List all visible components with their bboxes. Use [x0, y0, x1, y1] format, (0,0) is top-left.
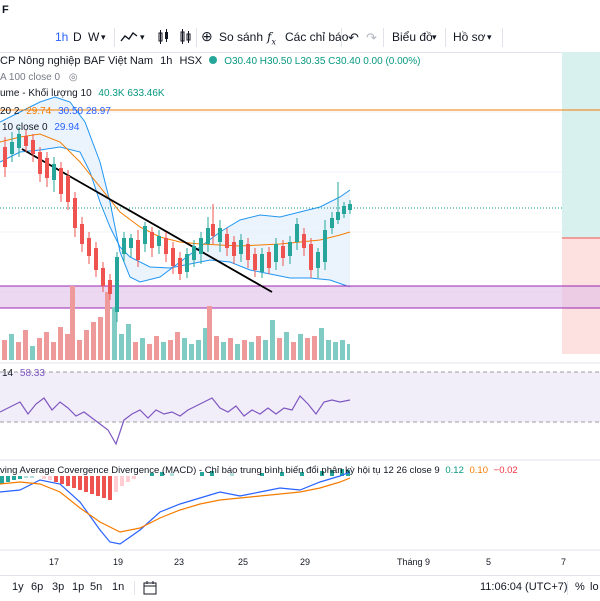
xaxis-label: 23 [174, 557, 184, 567]
ma-line [0, 133, 351, 247]
macd-hist-value: −0.02 [493, 465, 518, 476]
rsi-label: 14 [2, 368, 14, 379]
macd-label: ving Average Covergence Divergence (MACD… [0, 465, 440, 476]
log-toggle[interactable]: lo [590, 581, 599, 593]
redo-icon[interactable]: ↷ [366, 30, 377, 45]
bollinger-upper [0, 96, 351, 283]
bb-upper: 30.50 [58, 106, 84, 117]
xaxis-label: 17 [49, 557, 59, 567]
indicators-button[interactable]: Các chỉ báo [285, 30, 349, 44]
percent-toggle[interactable]: % [575, 581, 585, 593]
rsi-legend[interactable]: 14 58.33 [2, 368, 45, 379]
undo-icon[interactable]: ↶ [348, 30, 359, 45]
bb-basis: 29.74 [26, 106, 52, 117]
macd-value: 0.12 [445, 465, 464, 476]
interval-w-button[interactable]: W [88, 30, 100, 44]
ma10-label: 10 close 0 [2, 122, 48, 133]
fx-icon[interactable]: fx [267, 30, 276, 47]
range-button[interactable]: 1n [112, 581, 125, 593]
candles-icon[interactable] [180, 29, 192, 46]
top-strip-title: F [2, 4, 9, 16]
calendar-icon[interactable] [143, 581, 157, 595]
bollinger-fill [0, 97, 350, 287]
chevron-down-icon[interactable]: ▾ [487, 32, 492, 42]
xaxis-label: Tháng 9 [397, 557, 430, 567]
range-button[interactable]: 1y [12, 581, 24, 593]
xaxis-label: 25 [238, 557, 248, 567]
symbol-name: CP Nông nghiệp BAF Việt Nam [0, 55, 154, 67]
macd-histogram [0, 469, 350, 500]
symbol-exchange: HSX [179, 55, 203, 67]
compare-button[interactable]: So sánh [219, 30, 264, 44]
xaxis-label: 5 [486, 557, 491, 567]
xaxis-label: 19 [113, 557, 123, 567]
bb-params: 20 2 [0, 106, 20, 117]
trend-line [21, 148, 273, 293]
rsi-value: 58.33 [19, 368, 45, 379]
rsi-line [0, 395, 351, 446]
bb-legend[interactable]: 20 2 29.74 30.50 28.97 [0, 106, 111, 117]
interval-1h-button[interactable]: 1h [55, 30, 69, 44]
bb-lower: 28.97 [85, 106, 111, 117]
layout-button[interactable]: Biểu đồ [392, 30, 433, 44]
profile-button[interactable]: Hồ sơ [453, 30, 486, 44]
range-button[interactable]: 6p [31, 581, 44, 593]
eye-off-icon[interactable]: ◎ [68, 72, 78, 83]
chevron-down-icon[interactable]: ▾ [140, 32, 145, 42]
top-strip: F [0, 0, 600, 23]
ma-legend[interactable]: A 100 close 0 ◎ [0, 72, 78, 83]
interval-d-button[interactable]: D [73, 30, 82, 44]
line-chart-type-icon[interactable] [120, 31, 138, 48]
ma-legend-label: A 100 close 0 [0, 72, 61, 83]
range-button[interactable]: 5n [90, 581, 103, 593]
market-status-dot [209, 56, 218, 64]
volume-values: 40.3K 633.46K [98, 88, 165, 99]
chevron-down-icon[interactable]: ▾ [432, 32, 437, 42]
macd-signal-line [0, 477, 351, 533]
macd-line [0, 471, 351, 545]
macd-legend[interactable]: ving Average Covergence Divergence (MACD… [0, 465, 518, 476]
ma10-legend[interactable]: 10 close 0 29.94 [2, 122, 79, 133]
long-position-target-zone [562, 0, 600, 238]
symbol-interval: 1h [160, 55, 173, 67]
range-button[interactable]: 3p [52, 581, 65, 593]
symbol-legend[interactable]: CP Nông nghiệp BAF Việt Nam 1h HSX O30.4… [0, 55, 420, 67]
candles [3, 127, 352, 322]
volume-legend-label: ume - Khối lượng 10 [0, 88, 92, 99]
ohlc-values: O30.40 H30.50 L30.35 C30.40 0.00 (0.00%) [224, 56, 421, 67]
macd-signal-value: 0.10 [469, 465, 489, 476]
ma10-value: 29.94 [54, 122, 80, 133]
chart-area[interactable]: 17 19 23 25 29 Tháng 9 5 7 CP Nông nghiệ… [0, 0, 600, 575]
volume-legend[interactable]: ume - Khối lượng 10 40.3K 633.46K [0, 88, 165, 99]
chevron-down-icon[interactable]: ▾ [101, 32, 106, 42]
candles-icon[interactable] [158, 29, 170, 46]
support-zone [0, 286, 600, 308]
xaxis-label: 7 [561, 557, 566, 567]
bottom-bar: 1y 6p 3p 1p 5n 1n 11:06:04 (UTC+7) % lo [0, 575, 600, 601]
range-button[interactable]: 1p [72, 581, 85, 593]
clock-time[interactable]: 11:06:04 (UTC+7) [480, 581, 568, 593]
toolbar: 1h D W ▾ ▾ ⊕ So sánh fx Các chỉ báo ↶ ↷ … [0, 23, 600, 53]
volume-bars [2, 286, 350, 360]
xaxis-label: 29 [300, 557, 310, 567]
add-compare-icon[interactable]: ⊕ [201, 28, 213, 44]
chart-svg: 17 19 23 25 29 Tháng 9 5 7 [0, 0, 600, 567]
